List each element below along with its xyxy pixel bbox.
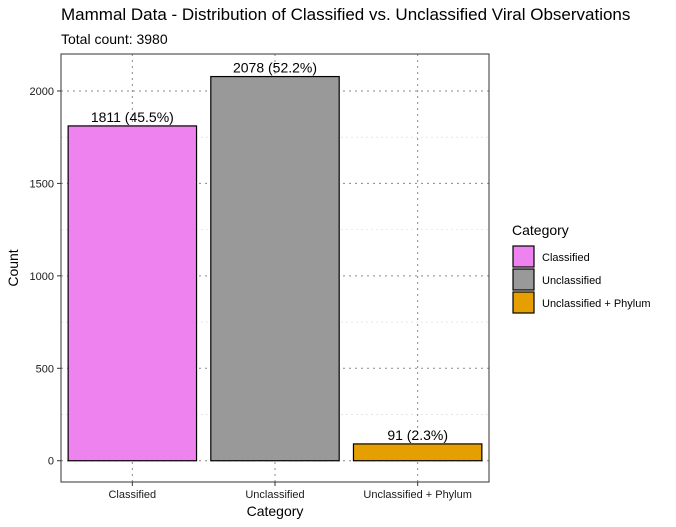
y-axis-title: Count (5, 249, 21, 286)
legend-title: Category (512, 222, 569, 238)
legend-swatch (512, 245, 535, 268)
bar-unclassified (210, 75, 340, 462)
chart-title: Mammal Data - Distribution of Classified… (61, 5, 630, 24)
x-tick-label: Unclassified (245, 489, 304, 501)
y-tick-label: 2000 (30, 86, 54, 98)
bar-value-label: 2078 (52.2%) (233, 60, 317, 76)
plot-area: 1811 (45.5%) 2078 (52.2%) 91 (2.3%) 0 500 100… (30, 53, 490, 501)
x-axis-title: Category (247, 503, 304, 519)
x-tick-label: Classified (108, 489, 156, 501)
y-tick-label: 500 (36, 363, 54, 375)
bar-classified (67, 125, 198, 462)
legend-entry-label: Classified (542, 252, 590, 264)
bar-unclassified-phylum (352, 443, 483, 462)
legend-entry-label: Unclassified + Phylum (542, 298, 651, 310)
legend-entry-label: Unclassified (542, 275, 601, 287)
legend-swatch (512, 291, 535, 314)
y-tick-label: 1500 (30, 178, 54, 190)
bar-value-label: 1811 (45.5%) (91, 109, 174, 125)
legend-swatch (512, 268, 535, 291)
bar-value-label: 91 (2.3%) (387, 427, 448, 443)
y-tick-label: 0 (48, 456, 54, 468)
y-tick-label: 1000 (30, 271, 54, 283)
chart-subtitle: Total count: 3980 (61, 31, 168, 47)
x-tick-label: Unclassified + Phylum (363, 489, 472, 501)
legend: Category Classified Unclassified Unclassif… (512, 222, 651, 314)
